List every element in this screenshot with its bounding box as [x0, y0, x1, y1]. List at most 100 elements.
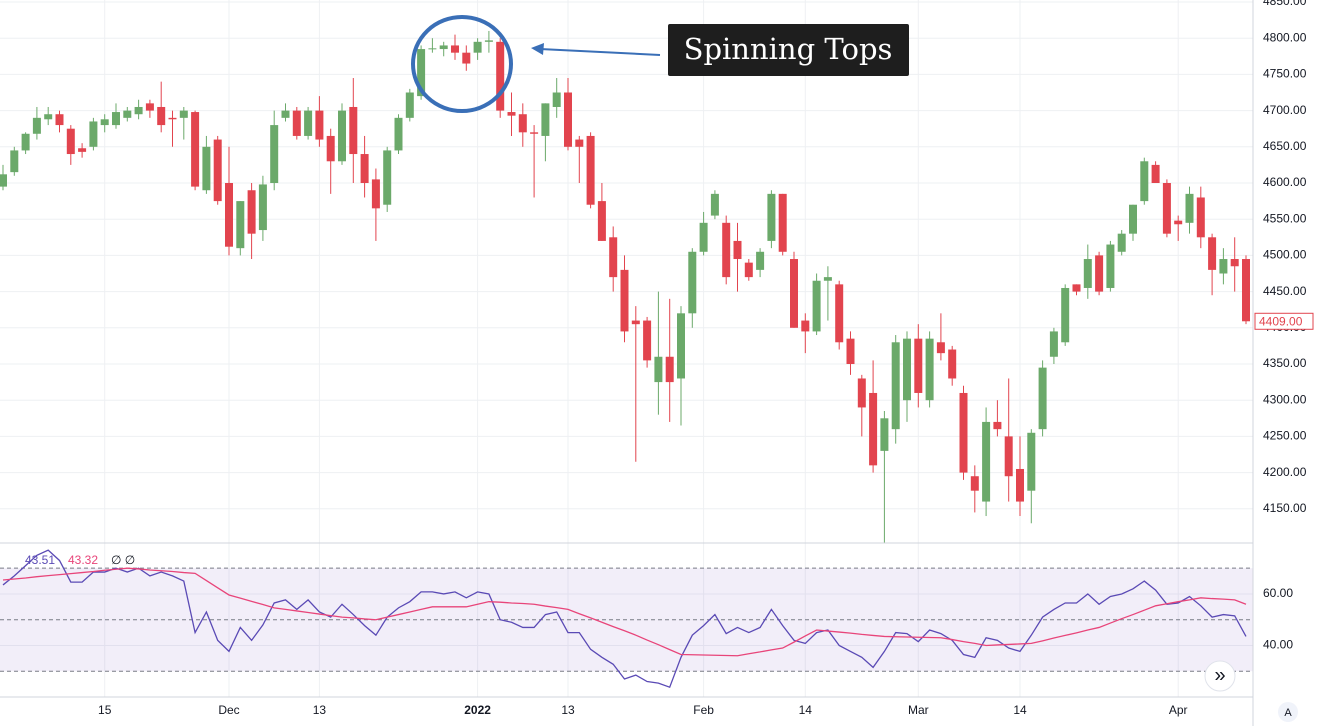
x-tick-label: Dec [218, 703, 239, 717]
candle-body [1219, 259, 1228, 274]
candle-body [383, 150, 392, 205]
candle-body [281, 110, 290, 118]
candle-body [0, 174, 7, 187]
candle-body [823, 277, 832, 281]
candle-body [326, 135, 335, 162]
candle-body [869, 392, 878, 466]
candle-body [315, 110, 324, 140]
candle-body [699, 222, 708, 252]
last-price-box [1254, 312, 1314, 330]
candle-body [1106, 244, 1115, 288]
candle-body [270, 125, 279, 183]
x-tick-label: 14 [1013, 703, 1027, 717]
candle-body [948, 349, 957, 379]
scale-button-label[interactable]: A [1284, 707, 1292, 719]
annotation: Spinning Tops [684, 32, 893, 66]
candle-body [304, 110, 313, 136]
candle-body [835, 284, 844, 343]
legend-value: 43.51 [25, 553, 55, 567]
arrow-head [531, 43, 544, 55]
scroll-button[interactable]: » [1204, 660, 1236, 692]
candle-body [496, 41, 505, 111]
candle-body [157, 106, 166, 126]
candle-body [1016, 468, 1024, 502]
candle-body [258, 184, 267, 231]
candle-body [21, 133, 30, 151]
candle-body [914, 338, 923, 393]
candle-body [665, 356, 674, 383]
candle-body [55, 114, 64, 126]
y-tick-label: 4150.00 [1263, 501, 1307, 515]
candle-body [191, 112, 200, 187]
candle-body [552, 92, 561, 107]
y-tick-label: 60.00 [1263, 586, 1293, 600]
x-tick-label: 2022 [464, 703, 491, 717]
scale-button-bg[interactable] [1278, 702, 1298, 722]
candle-body [1174, 220, 1183, 225]
x-tick-label: Feb [693, 703, 714, 717]
candle-body [518, 114, 527, 133]
candle-body [1072, 284, 1081, 292]
candle-body [936, 342, 945, 354]
y-tick-label: 4350.00 [1263, 356, 1307, 370]
candle-body [439, 45, 448, 50]
candle-body [1038, 367, 1047, 430]
candle-body [620, 269, 629, 332]
candle-body [1140, 161, 1149, 202]
candle-body [959, 392, 968, 473]
candle-body [1083, 259, 1092, 288]
candle-body [688, 251, 697, 314]
candle-body [530, 132, 539, 134]
candle-body [970, 476, 979, 491]
candle-body [1230, 259, 1239, 267]
rsi-line [2, 549, 1247, 689]
y-tick-label: 4250.00 [1263, 429, 1307, 443]
y-tick-label: 4800.00 [1263, 30, 1307, 44]
scroll-button-bg[interactable] [1204, 660, 1236, 692]
y-tick-label: 4750.00 [1263, 67, 1307, 81]
candle-body [677, 313, 685, 379]
y-tick-label: 4700.00 [1263, 103, 1307, 117]
candle-body [631, 320, 640, 325]
candle-body [66, 128, 75, 155]
candle-body [451, 45, 459, 53]
candle-body [112, 112, 120, 126]
candle-body [134, 106, 143, 115]
candle-body [168, 117, 177, 120]
candle-body [44, 114, 53, 120]
x-tick-label: 13 [561, 703, 575, 717]
y-tick-label: 4450.00 [1263, 284, 1307, 298]
candle-body [733, 240, 742, 260]
candle-body [756, 251, 765, 270]
candle-body [1027, 432, 1036, 491]
last-price-label: 4409.00 [1259, 314, 1303, 328]
scale-button[interactable]: A [1278, 702, 1298, 722]
x-tick-label: Mar [908, 703, 929, 717]
candle-body [1196, 197, 1205, 238]
y-tick-label: 4200.00 [1263, 465, 1307, 479]
candle-body [925, 338, 934, 401]
candle-body [778, 193, 787, 252]
scroll-button-label[interactable]: » [1214, 664, 1225, 686]
candle-body [32, 117, 41, 134]
candle-body [609, 237, 618, 278]
x-tick-label: 15 [98, 703, 112, 717]
candle-body [473, 41, 482, 53]
candle-body [405, 92, 414, 118]
x-tick-label: 14 [799, 703, 813, 717]
candle-body [507, 112, 516, 116]
rsi-panel [0, 549, 1253, 689]
y-tick-label: 4650.00 [1263, 139, 1307, 153]
candle-body [394, 117, 403, 151]
candle-body [541, 103, 550, 136]
candle-body [428, 48, 437, 50]
y-tick-label: 4850.00 [1263, 0, 1307, 8]
rsi-line [2, 567, 1247, 657]
candle-body [10, 150, 19, 173]
candle-body [575, 139, 584, 147]
candle-body [903, 338, 911, 401]
candle-body [179, 110, 188, 118]
candle-body [123, 110, 132, 118]
candle-body [89, 121, 98, 147]
candle-body [586, 135, 595, 205]
